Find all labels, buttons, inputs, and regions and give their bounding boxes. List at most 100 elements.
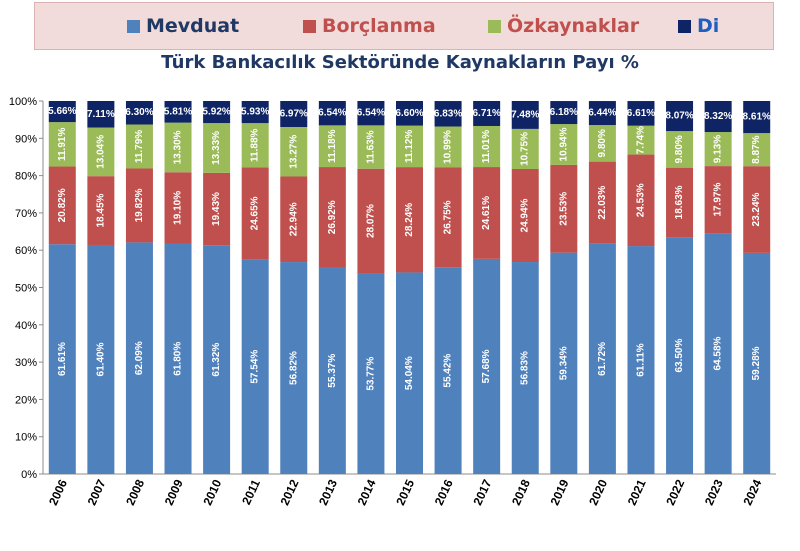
bar-segment [550, 252, 578, 474]
data-label: 11.79% [134, 130, 145, 163]
bar-segment [241, 101, 269, 124]
bar-segment [395, 167, 424, 273]
bar-segment [318, 101, 346, 126]
bar-segment [511, 168, 539, 263]
data-label: 11.12% [404, 130, 415, 163]
bar-segment [203, 101, 231, 124]
x-tick-label: 2010 [200, 477, 224, 507]
data-label: 5.81% [164, 106, 192, 117]
bar-segment [125, 124, 153, 169]
y-tick-label: 60% [15, 245, 37, 257]
bar-segment [87, 101, 115, 128]
data-label: 56.82% [288, 351, 299, 385]
data-label: 24.94% [520, 198, 531, 232]
legend-label-mevduat: Mevduat [146, 15, 240, 37]
bar-segment [588, 101, 616, 126]
bar-segment [704, 101, 732, 133]
x-tick-label: 2019 [548, 477, 572, 507]
legend-swatch-borclanma [303, 19, 316, 33]
bar-segment [666, 237, 694, 474]
y-tick-label: 80% [15, 171, 37, 183]
bar-segment [318, 167, 346, 268]
data-label: 11.63% [365, 130, 376, 163]
data-label: 6.54% [318, 108, 346, 119]
data-label: 18.45% [95, 194, 106, 228]
y-tick-label: 20% [15, 394, 37, 406]
data-label: 6.30% [125, 107, 153, 118]
bar-segment [627, 246, 655, 474]
data-label: 6.18% [550, 107, 578, 118]
x-tick-label: 2021 [625, 477, 649, 507]
bar-segment [704, 166, 732, 234]
bar-segment [48, 244, 76, 474]
data-label: 7.11% [87, 109, 115, 120]
bar-segment [627, 101, 655, 126]
bar-segment [357, 273, 385, 474]
data-label: 28.07% [365, 204, 376, 238]
bar-segment [125, 168, 153, 243]
data-label: 6.60% [395, 108, 423, 119]
y-tick-label: 0% [21, 469, 37, 481]
data-label: 61.72% [597, 342, 608, 376]
x-tick-label: 2012 [278, 477, 302, 507]
bar-segment [473, 167, 501, 259]
bar-segment [588, 243, 616, 474]
legend-swatch-mevduat [127, 19, 140, 33]
data-label: 9.80% [674, 135, 685, 163]
x-tick-label: 2020 [586, 477, 610, 507]
data-label: 22.94% [288, 202, 299, 236]
bar-segment [434, 126, 462, 168]
bar-segment [203, 245, 231, 474]
x-tick-label: 2015 [393, 477, 417, 507]
data-label: 24.53% [635, 183, 646, 217]
data-label: 59.28% [751, 346, 762, 380]
bar-segment [357, 125, 385, 169]
data-label: 10.75% [520, 132, 531, 166]
data-label: 11.88% [250, 128, 261, 161]
bar-segment [203, 123, 231, 173]
x-tick-label: 2016 [432, 477, 456, 507]
data-label: 17.97% [713, 183, 724, 217]
x-tick-label: 2023 [702, 477, 726, 507]
bar-segment [87, 127, 115, 177]
data-label: 6.54% [357, 108, 385, 119]
bar-segment [164, 243, 192, 474]
data-label: 57.54% [250, 350, 261, 384]
data-label: 18.63% [674, 185, 685, 219]
data-label: 13.33% [211, 131, 222, 165]
bar-segment [395, 272, 424, 474]
bar-segment [743, 133, 771, 167]
data-label: 19.10% [173, 191, 184, 225]
data-label: 13.27% [288, 135, 299, 169]
bar-segment [241, 167, 269, 260]
data-label: 19.82% [134, 188, 145, 222]
legend-item-borclanma: Borçlanma [303, 15, 436, 37]
legend-label-di: Di [697, 15, 720, 37]
data-label: 53.77% [365, 357, 376, 391]
x-tick-label: 2018 [509, 477, 533, 507]
x-tick-label: 2011 [239, 477, 263, 507]
bar-segment [627, 154, 655, 247]
data-label: 11.18% [327, 129, 338, 162]
bar-segment [743, 166, 771, 253]
data-label: 26.92% [327, 200, 338, 234]
bar-segment [357, 101, 385, 126]
bar-segment [395, 101, 424, 126]
bar-segment [87, 176, 115, 245]
bar-segment [164, 101, 192, 123]
data-label: 24.65% [250, 196, 261, 230]
data-label: 28.24% [404, 203, 415, 237]
bar-segment [511, 128, 539, 169]
y-tick-label: 40% [15, 320, 37, 332]
bar-segment [280, 126, 308, 177]
x-tick-label: 2013 [316, 477, 340, 507]
x-tick-label: 2009 [162, 477, 186, 507]
bar-segment [280, 262, 308, 474]
data-label: 9.13% [713, 135, 724, 163]
legend-label-borclanma: Borçlanma [322, 15, 436, 37]
data-label: 22.03% [597, 186, 608, 220]
bar-segment [280, 176, 308, 263]
data-label: 11.01% [481, 130, 492, 163]
bar-segment [434, 101, 462, 127]
bar-segment [434, 267, 462, 474]
